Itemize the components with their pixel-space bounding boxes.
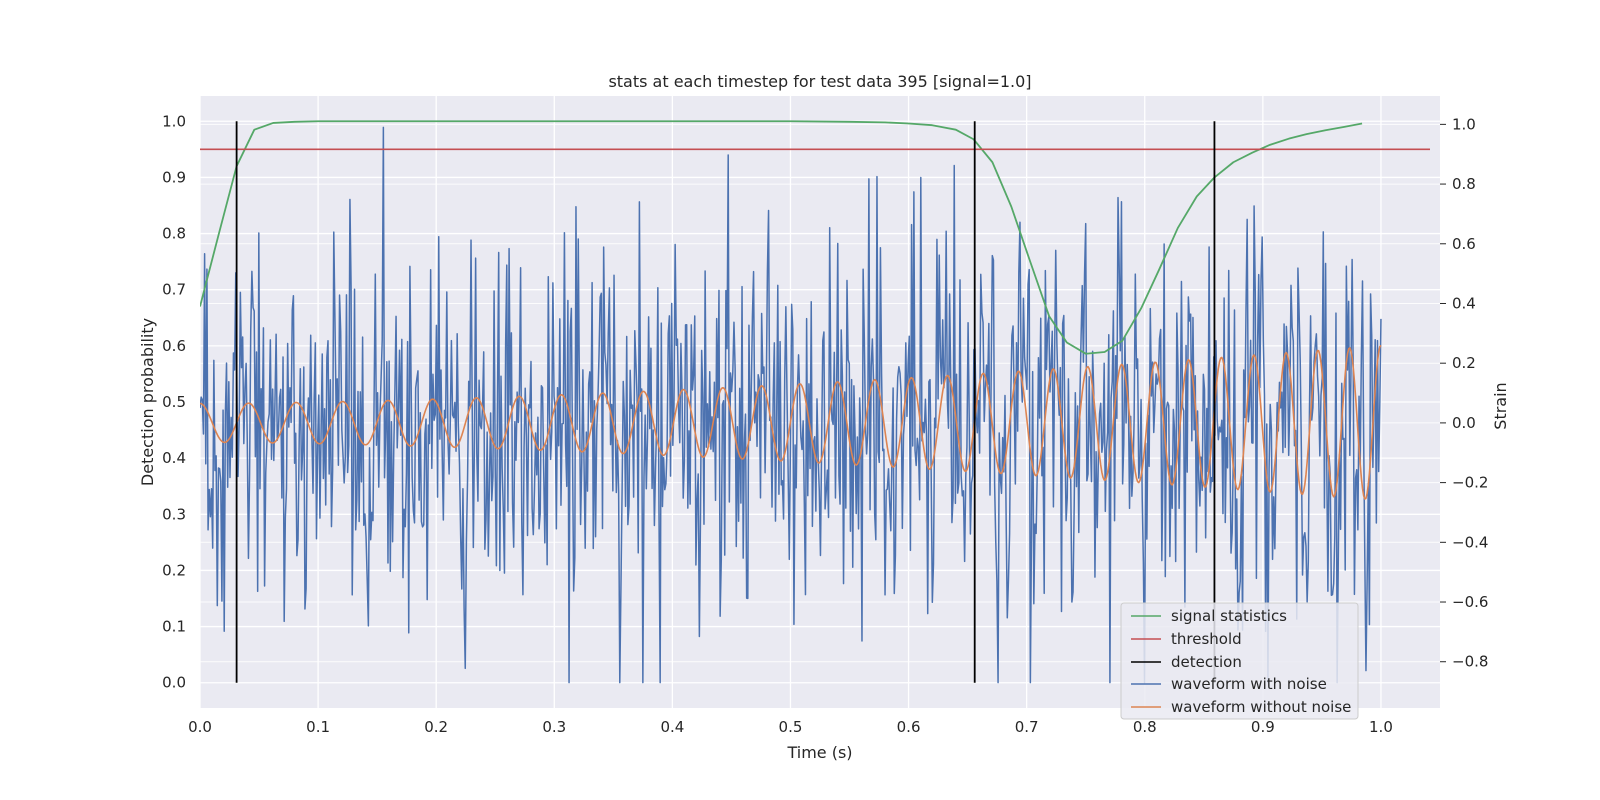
series	[200, 120, 1430, 684]
x-tick-label: 0.3	[542, 718, 566, 736]
y-right-tick-label: 0.4	[1452, 294, 1476, 312]
y-right-tick-label: −0.4	[1452, 533, 1488, 551]
y-right-tick-label: 0.0	[1452, 414, 1476, 432]
legend-label-waveform-without-noise: waveform without noise	[1171, 698, 1351, 716]
y-right-tick-label: −0.8	[1452, 653, 1488, 671]
legend-label-signal-statistics: signal statistics	[1171, 607, 1287, 625]
y-tick-label: 0.9	[162, 168, 186, 186]
legend: signal statistics threshold detection wa…	[1120, 602, 1359, 720]
y-right-tick-label: 0.2	[1452, 354, 1476, 372]
y-axis-label: Detection probability	[138, 318, 157, 486]
y-tick-label: 0.4	[162, 449, 186, 467]
x-tick-label: 0.4	[660, 718, 684, 736]
x-tick-label: 0.1	[306, 718, 330, 736]
legend-label-detection: detection	[1171, 653, 1242, 671]
y-tick-label: 0.1	[162, 618, 186, 636]
tick-labels: 0.0 0.1 0.2 0.3 0.4 0.5 0.6 0.7 0.8 0.9 1.0 0.0 0.1 0…	[162, 112, 1488, 736]
y-right-tick-label: −0.6	[1452, 593, 1488, 611]
legend-label-waveform-with-noise: waveform with noise	[1171, 675, 1327, 693]
series-waveform-without-noise	[200, 344, 1382, 500]
x-tick-label: 0.2	[424, 718, 448, 736]
x-tick-label: 0.0	[188, 718, 212, 736]
x-tick-label: 0.6	[897, 718, 921, 736]
legend-box	[1120, 602, 1359, 720]
y-right-tick-label: 0.6	[1452, 235, 1476, 253]
x-tick-label: 0.9	[1251, 718, 1275, 736]
x-tick-label: 0.8	[1133, 718, 1157, 736]
legend-label-threshold: threshold	[1171, 630, 1242, 648]
y-right-tick-label: −0.2	[1452, 474, 1488, 492]
y-tick-label: 0.6	[162, 337, 186, 355]
x-tick-label: 0.5	[779, 718, 803, 736]
y-tick-label: 0.3	[162, 505, 186, 523]
y-axis-label-right: Strain	[1491, 382, 1510, 429]
y-tick-label: 0.5	[162, 393, 186, 411]
y-tick-label: 1.0	[162, 112, 186, 130]
y-tick-label: 0.2	[162, 561, 186, 579]
x-tick-label: 0.7	[1015, 718, 1039, 736]
y-tick-label: 0.0	[162, 674, 186, 692]
y-right-tick-label: 0.8	[1452, 175, 1476, 193]
chart-title: stats at each timestep for test data 395…	[608, 72, 1031, 91]
y-tick-label: 0.8	[162, 225, 186, 243]
x-axis-label: Time (s)	[786, 743, 852, 762]
series-signal-statistics	[200, 120, 1363, 355]
x-tick-label: 1.0	[1369, 718, 1393, 736]
y-right-tick-label: 1.0	[1452, 115, 1476, 133]
series-waveform-with-noise	[200, 126, 1382, 684]
y-tick-label: 0.7	[162, 281, 186, 299]
